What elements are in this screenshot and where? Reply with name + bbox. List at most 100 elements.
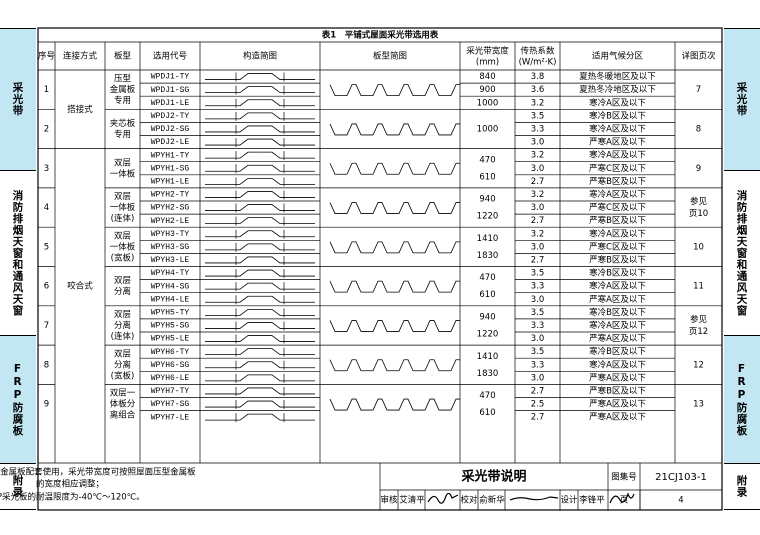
profile — [329, 84, 460, 97]
k-value: 2.7 — [531, 216, 545, 226]
climate: 严寒A区及以下 — [589, 294, 646, 305]
board-type: 专用 — [114, 95, 131, 106]
climate: 寒冷A区及以下 — [589, 97, 646, 108]
climate: 寒冷A区及以下 — [589, 123, 646, 134]
board-type: (宽板) — [111, 370, 135, 381]
k-value: 2.5 — [531, 400, 545, 410]
profile — [329, 202, 460, 214]
side-tab: 采光带 — [724, 28, 760, 170]
side-tab-label: 附录 — [735, 475, 748, 498]
page-ref: 13 — [693, 400, 704, 410]
board-type: 双层 — [114, 158, 131, 168]
profile — [329, 320, 460, 332]
block-cell: 4 — [678, 496, 683, 506]
side-tab-label: 消防排烟天窗和通风天窗 — [735, 189, 748, 317]
sketch — [205, 348, 315, 356]
climate: 寒冷B区及以下 — [589, 346, 646, 357]
climate: 严寒C区及以下 — [589, 163, 646, 174]
block-cell: 李锋平 — [579, 495, 605, 506]
board-type: 双层 — [114, 231, 131, 241]
width: 470 — [479, 155, 495, 165]
width: 1830 — [477, 251, 499, 261]
board-type: 体板分 — [110, 399, 136, 410]
climate: 严寒A区及以下 — [589, 372, 646, 383]
header-cell: 序号 — [38, 51, 55, 62]
k-value: 3.2 — [531, 98, 545, 108]
board-type: (连体) — [111, 331, 135, 342]
board-type: (宽板) — [111, 252, 135, 263]
sketch — [205, 99, 315, 107]
side-tab-label: 消防排烟天窗和通风天窗 — [11, 189, 24, 317]
sketch — [205, 243, 315, 251]
code: WPYH1-SG — [151, 164, 190, 173]
side-tab: FRP防腐板 — [0, 335, 36, 463]
climate: 严寒B区及以下 — [589, 176, 646, 187]
width: 610 — [479, 290, 495, 300]
header-cell: 详图页次 — [681, 51, 716, 62]
block-cell: 设计 — [560, 495, 578, 506]
table-title: 表1 平铺式屋面采光带选用表 — [321, 30, 439, 41]
profile — [329, 162, 460, 175]
header-cell: 构造简图 — [243, 51, 277, 62]
k-value: 3.2 — [531, 190, 545, 200]
signature — [609, 492, 635, 504]
side-tab: 采光带 — [0, 28, 36, 170]
climate: 严寒C区及以下 — [589, 241, 646, 252]
atlas-no: 21CJ103-1 — [655, 472, 707, 483]
side-tab-label: FRP防腐板 — [11, 362, 24, 437]
page-ref: 页10 — [689, 209, 708, 219]
header-cell: 板型简图 — [373, 51, 407, 62]
k-value: 3.2 — [531, 229, 545, 239]
signature — [427, 492, 459, 504]
width: 470 — [479, 273, 495, 283]
header-cell: (W/m²·K) — [519, 58, 557, 68]
climate: 寒冷B区及以下 — [589, 268, 646, 279]
width: 1220 — [477, 329, 499, 339]
sketch — [205, 230, 315, 238]
board-type: 专用 — [114, 129, 131, 140]
width: 940 — [479, 195, 495, 205]
header-cell: (mm) — [476, 58, 499, 68]
climate: 夏热冬冷地区及以下 — [579, 84, 656, 95]
k-value: 3.2 — [531, 151, 545, 161]
page-ref: 7 — [696, 85, 701, 95]
sketch — [205, 361, 315, 369]
side-tab: 消防排烟天窗和通风天窗 — [0, 170, 36, 335]
code: WPYH4-LE — [151, 295, 190, 304]
row-number: 5 — [44, 242, 49, 252]
width: 1000 — [477, 124, 499, 134]
board-type: 分离 — [114, 320, 131, 331]
side-tab-label: 采光带 — [11, 82, 24, 117]
row-number: 3 — [44, 164, 49, 174]
side-tab: 消防排烟天窗和通风天窗 — [724, 170, 760, 335]
code: WPDJ2-SG — [151, 125, 190, 134]
width: 1000 — [477, 98, 499, 108]
page-ref: 12 — [693, 360, 704, 370]
climate: 寒冷A区及以下 — [589, 320, 646, 331]
k-value: 3.3 — [531, 360, 545, 370]
climate: 严寒B区及以下 — [589, 385, 646, 396]
climate: 严寒A区及以下 — [589, 399, 646, 410]
row-number: 8 — [44, 360, 49, 370]
code: WPYH6-LE — [151, 374, 190, 383]
k-value: 3.5 — [531, 269, 545, 279]
board-type: 一体板 — [110, 202, 136, 213]
row-number: 9 — [44, 400, 49, 410]
k-value: 3.5 — [531, 308, 545, 318]
sketch — [205, 86, 315, 94]
sketch — [205, 151, 315, 159]
header-cell: 适用气候分区 — [592, 51, 644, 62]
code: WPYH5-LE — [151, 335, 190, 344]
climate: 严寒A区及以下 — [589, 333, 646, 344]
sketch — [205, 295, 315, 303]
sketch — [205, 112, 315, 120]
climate: 严寒A区及以下 — [589, 412, 646, 423]
side-tab-label: 采光带 — [735, 82, 748, 117]
k-value: 3.8 — [531, 72, 545, 82]
k-value: 2.7 — [531, 177, 545, 187]
climate: 寒冷A区及以下 — [589, 281, 646, 292]
width: 610 — [479, 172, 495, 182]
page-ref: 8 — [696, 124, 701, 134]
climate: 寒冷A区及以下 — [589, 359, 646, 370]
